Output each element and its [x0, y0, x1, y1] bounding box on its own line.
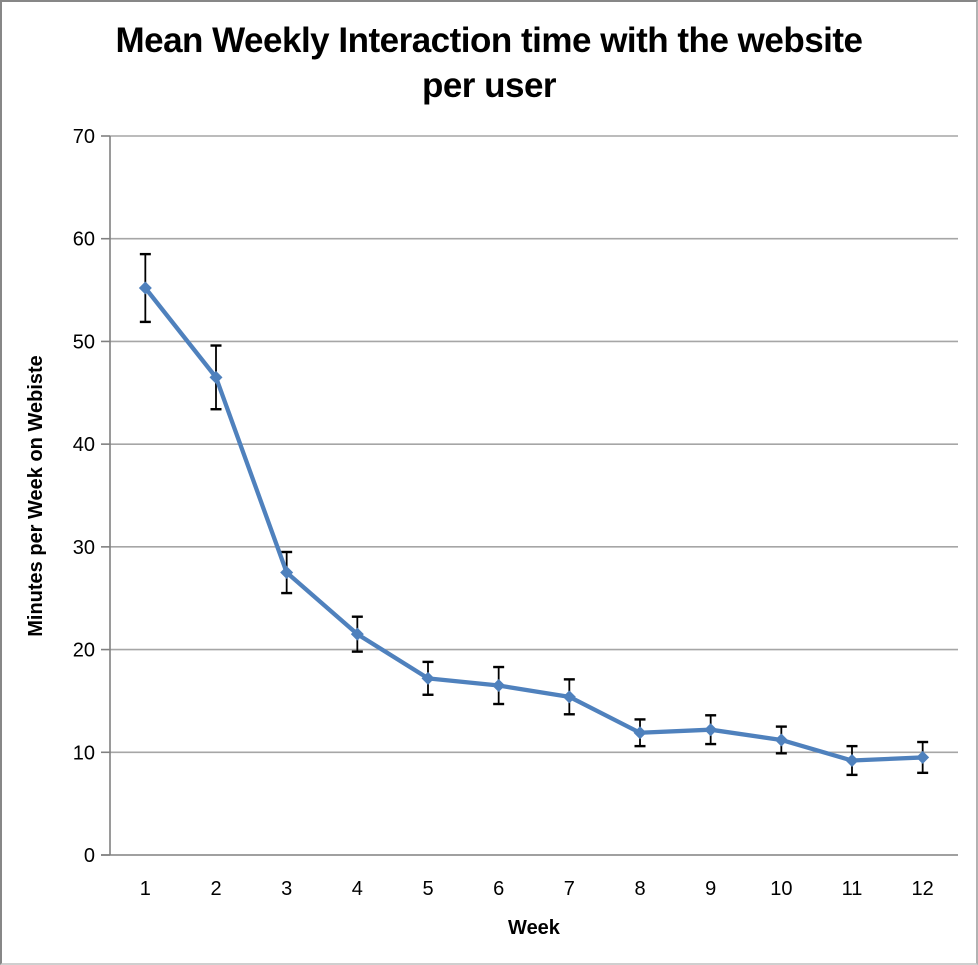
data-point-marker — [350, 627, 364, 641]
y-tick-label: 60 — [73, 229, 95, 251]
y-tick-label: 20 — [73, 640, 95, 662]
chart-title-line-2: per user — [421, 66, 557, 105]
y-tick-label: 40 — [73, 434, 95, 456]
data-point-marker — [845, 754, 859, 768]
data-point-marker — [209, 370, 223, 384]
chart-title-line-1: Mean Weekly Interaction time with the we… — [115, 21, 863, 60]
data-point-marker — [138, 281, 152, 295]
series-line — [143, 285, 925, 763]
data-point-marker — [704, 723, 718, 737]
x-tick-label: 8 — [634, 878, 645, 900]
x-tick-label: 11 — [842, 878, 863, 900]
x-axis-title: Week — [508, 917, 561, 939]
x-tick-label: 4 — [352, 878, 363, 900]
chart-title: Mean Weekly Interaction time with the we… — [2, 18, 976, 108]
x-tick-label: 12 — [912, 878, 934, 900]
data-point-marker — [492, 679, 506, 693]
x-tick-label: 3 — [281, 878, 292, 900]
x-tick-label: 7 — [564, 878, 575, 900]
x-tick-label: 10 — [770, 878, 792, 900]
x-tick-label: 5 — [422, 878, 433, 900]
y-tick-label: 10 — [73, 742, 95, 764]
x-tick-label: 1 — [140, 878, 151, 900]
y-tick-label: 0 — [84, 845, 95, 867]
y-tick-label: 70 — [73, 126, 95, 148]
data-point-marker — [280, 566, 294, 580]
data-point-marker — [774, 733, 788, 747]
data-point-marker — [421, 671, 435, 685]
data-point-marker — [633, 726, 647, 740]
x-tick-label: 2 — [210, 878, 221, 900]
x-tick-label: 6 — [493, 878, 504, 900]
y-tick-label: 50 — [73, 331, 95, 353]
data-point-marker — [916, 750, 930, 764]
data-point-marker — [562, 690, 576, 704]
y-axis-title: Minutes per Week on Webiste — [25, 355, 47, 637]
y-tick-label: 30 — [73, 537, 95, 559]
x-tick-label: 9 — [705, 878, 716, 900]
